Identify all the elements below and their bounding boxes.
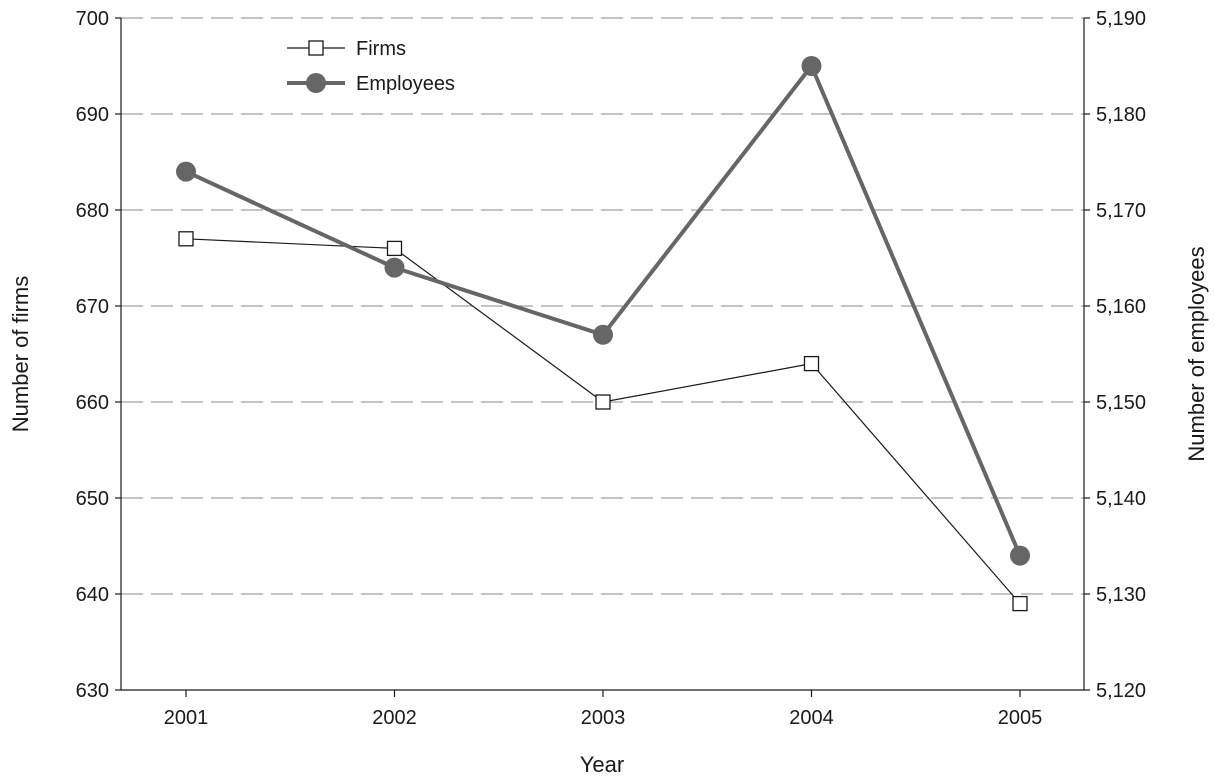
legend-employees-marker-icon: [306, 73, 326, 93]
data-point-employees: [176, 161, 196, 182]
y-axis-title: Number of firms: [8, 276, 33, 432]
data-point-employees: [1010, 545, 1030, 566]
data-point-employees: [384, 257, 405, 278]
data-point-firms: [178, 231, 194, 247]
y-tick-label: 700: [76, 8, 109, 30]
y-tick-label: 680: [76, 200, 109, 222]
data-point-firms: [595, 394, 611, 410]
legend-employees-label: Employees: [356, 73, 455, 95]
y2-tick-label: 5,140: [1096, 488, 1146, 510]
y2-tick-label: 5,170: [1096, 200, 1146, 222]
legend-firms-label: Firms: [356, 38, 406, 60]
x-tick-label: 2003: [581, 707, 626, 729]
gridlines: [121, 17, 1084, 595]
y-tick-label: 650: [76, 488, 109, 510]
data-point-firms: [803, 355, 820, 372]
x-tick-label: 2002: [372, 707, 417, 729]
data-point-firms: [1012, 595, 1028, 612]
x-tick-label: 2004: [789, 707, 834, 729]
data-series: [176, 56, 1030, 612]
y2-tick-label: 5,190: [1096, 8, 1146, 30]
y-tick-label: 660: [76, 392, 109, 414]
data-point-employees: [801, 56, 822, 76]
x-tick-label: 2001: [164, 707, 209, 729]
y2-axis-title: Number of employees: [1184, 246, 1209, 461]
legend-item-employees: Employees: [287, 73, 455, 95]
series-line-firms: [185, 238, 1021, 604]
y2-tick-label: 5,130: [1096, 584, 1146, 606]
y-tick-label: 690: [76, 104, 109, 126]
legend: Firms Employees: [287, 38, 455, 95]
y2-tick-label: 5,160: [1096, 296, 1146, 318]
data-point-firms: [386, 240, 403, 257]
data-point-employees: [593, 324, 613, 345]
y-tick-label: 630: [76, 680, 109, 702]
y-tick-label: 670: [76, 296, 109, 318]
axes: [120, 18, 1085, 691]
y2-tick-label: 5,180: [1096, 104, 1146, 126]
y2-tick-label: 5,150: [1096, 392, 1146, 414]
legend-firms-marker-icon: [308, 40, 324, 56]
series-line-employees: [185, 64, 1022, 557]
x-tick-label: 2005: [998, 707, 1043, 729]
x-axis-title: Year: [580, 752, 624, 777]
y2-tick-label: 5,120: [1096, 680, 1146, 702]
y-tick-label: 640: [76, 584, 109, 606]
legend-item-firms: Firms: [287, 38, 406, 60]
axis-ticks: 630 5,120 640 5,130 650 5,140 660 5,150 670 5,160…: [76, 8, 1146, 729]
